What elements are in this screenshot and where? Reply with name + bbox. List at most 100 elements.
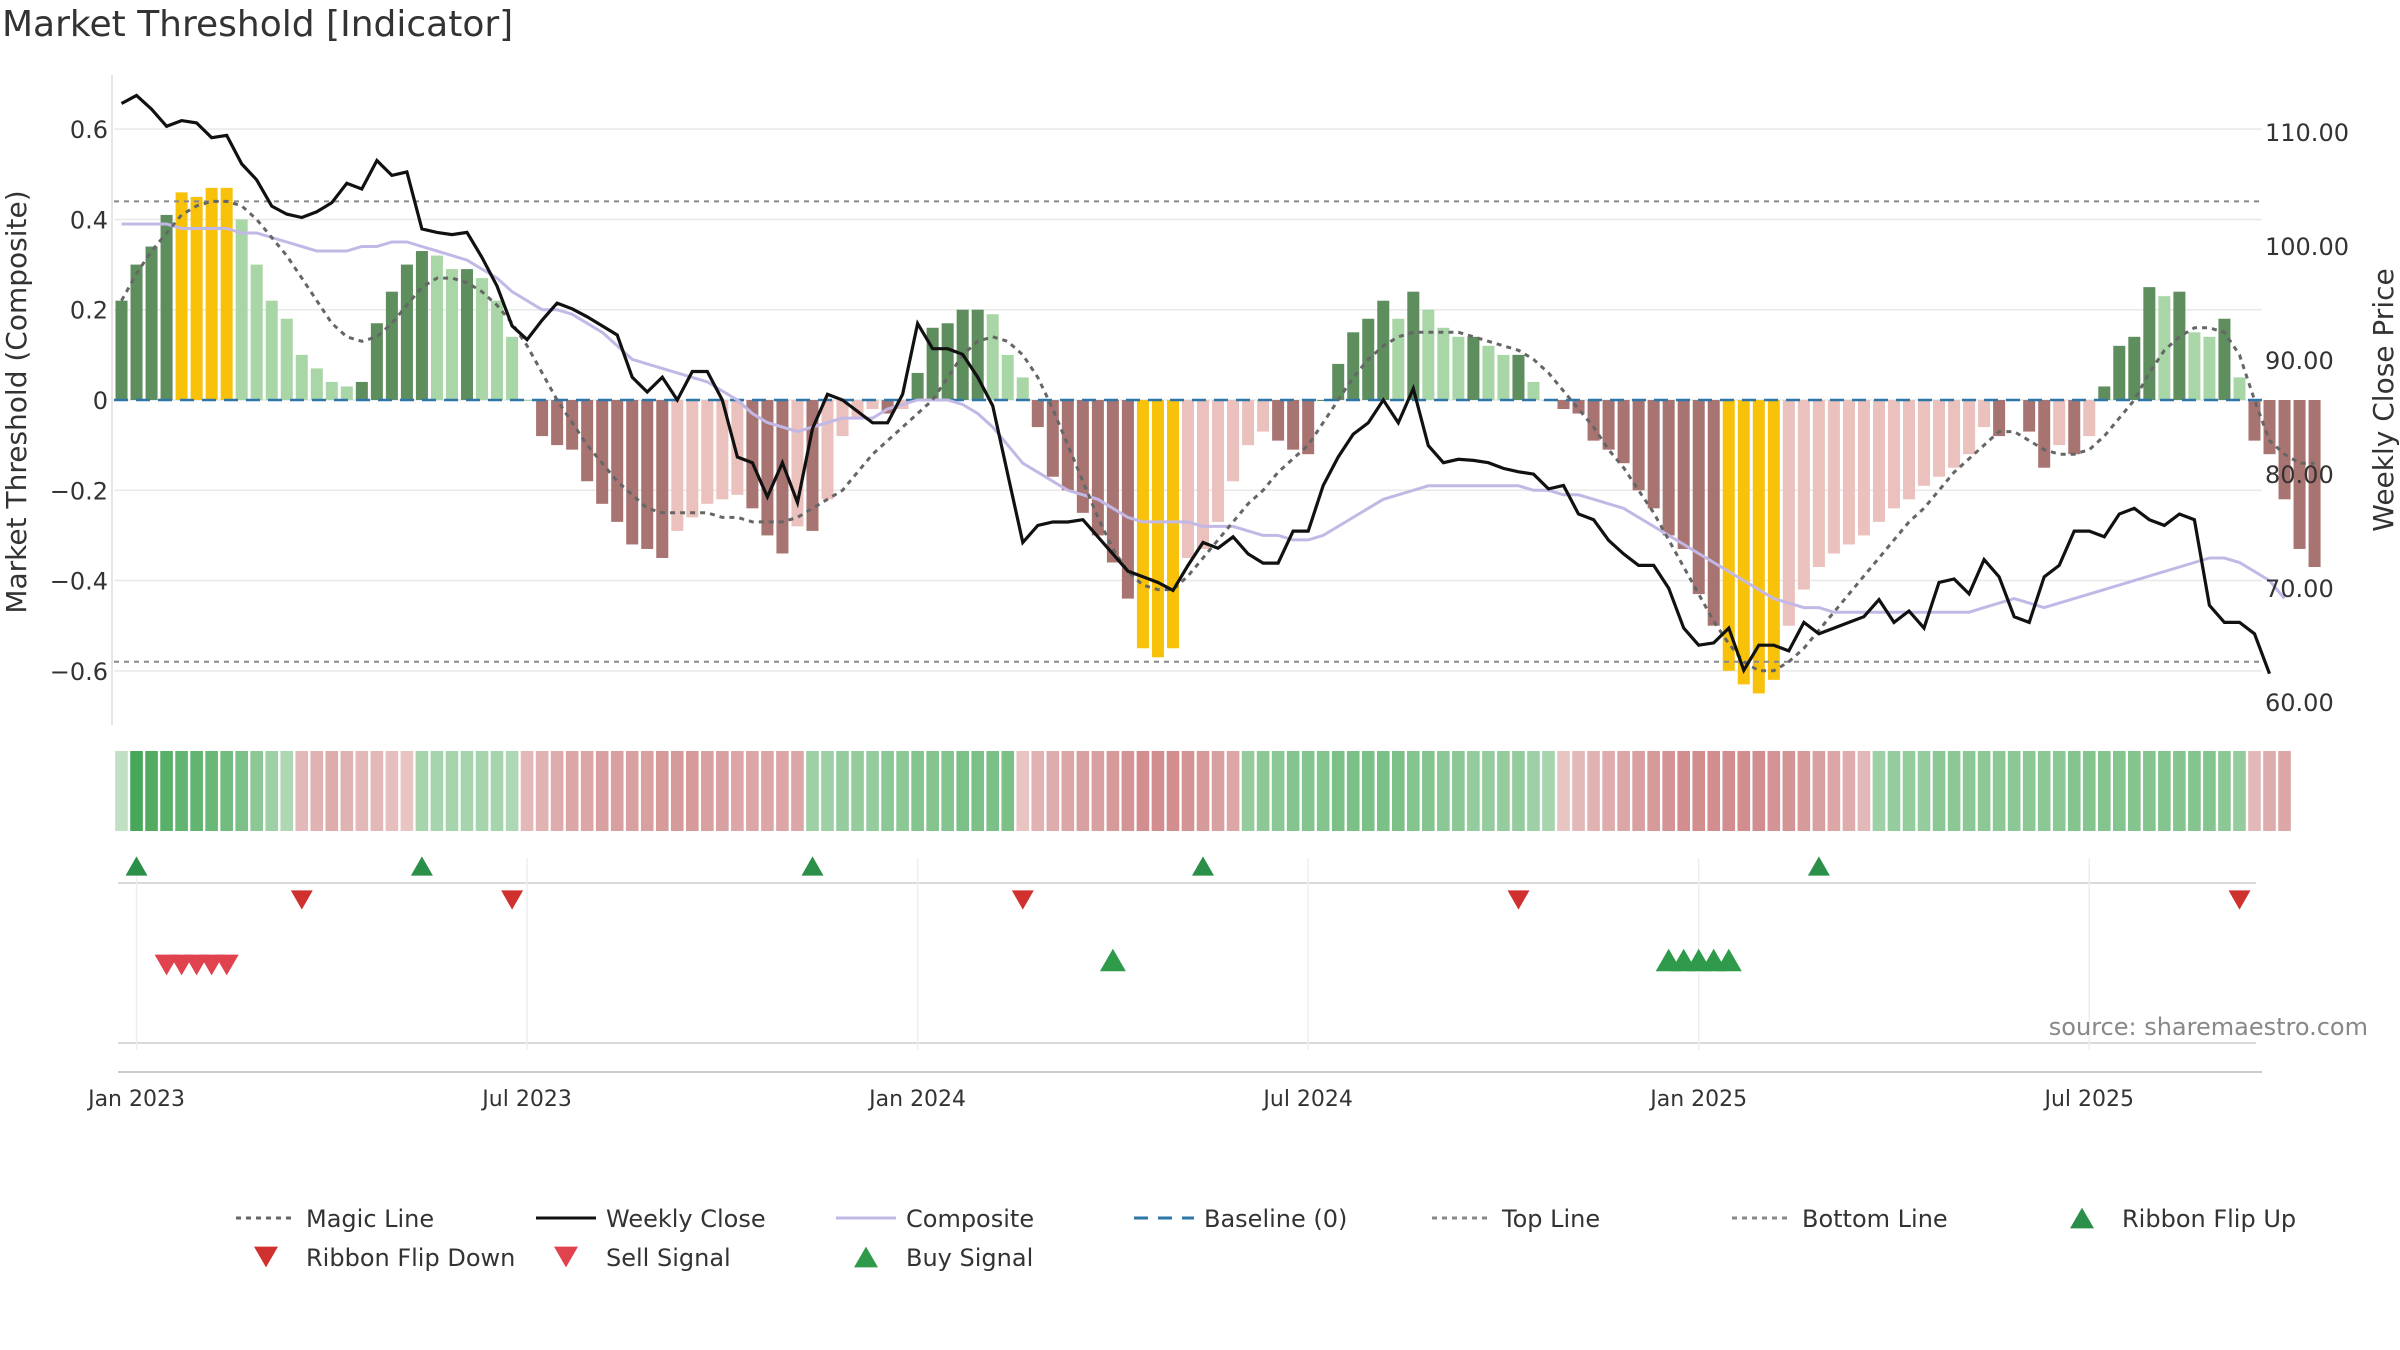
composite-bar [145,246,158,400]
ribbon-cell [460,751,474,831]
signal-markers [118,856,2262,1073]
composite-bar [205,187,218,400]
composite-bar [115,300,128,400]
composite-bar [1692,400,1705,595]
composite-bar [2308,400,2321,568]
composite-bar [761,400,774,536]
composite-bar [716,400,729,500]
composite-bar [310,368,323,400]
ribbon-cell [836,751,849,831]
ribbon-cell [896,751,909,831]
composite-bar [1257,400,1270,432]
ribbon-cell [1527,751,1540,831]
ribbon-cell [640,751,654,831]
ribbon-cell [250,751,264,831]
composite-bar [1422,309,1435,400]
legend-item: Baseline (0) [1134,1205,1347,1233]
composite-bar [1827,400,1840,554]
ribbon-cell [1692,751,1706,831]
y-left-tick-label: 0.2 [70,297,108,325]
composite-bar [1632,400,1645,491]
x-tick-label: Jan 2025 [1648,1087,1747,1112]
composite-bar [551,400,564,446]
composite-bar [1722,400,1735,671]
composite-bar [430,255,443,400]
ribbon-cell [1812,751,1826,831]
ribbon-cell [1211,751,1225,831]
chart-title: Market Threshold [Indicator] [2,4,514,45]
ribbon-cell [130,751,143,831]
composite-bar [491,300,504,400]
ribbon-cell [1226,751,1240,831]
composite-bar [2038,400,2051,468]
ribbon-cell [746,751,759,831]
composite-bar [265,300,278,400]
axes: 0.6 0.4 0.2 0 −0.2 −0.4 −0.6 110.00 100.00 90.00 8… [50,75,2349,725]
composite-bar [641,400,654,549]
composite-bar [1347,332,1360,400]
y-left-tick-label: 0.4 [70,206,108,234]
composite-bar [2278,400,2291,500]
composite-bar [731,400,744,495]
ribbon-cell [2188,751,2201,831]
composite-bar [926,327,939,400]
composite-bar [821,400,834,500]
composite-bar [175,192,188,400]
ribbon-cell [1286,751,1300,831]
ribbon-cell [1917,751,1931,831]
composite-bar [2098,386,2111,400]
ribbon-cell [956,751,969,831]
composite-bar [160,214,173,400]
ribbon-cell [1497,751,1510,831]
composite-bar [686,400,699,518]
y-left-tick-label: −0.6 [50,658,108,686]
composite-bar [1782,400,1795,626]
ribbon-cell [716,751,729,831]
composite-bar [1151,400,1164,658]
composite-bar [1887,400,1900,509]
ribbon-cell [851,751,864,831]
ribbon-cell [1887,751,1901,831]
ribbon-cell [205,751,218,831]
ribbon-cell [1391,751,1405,831]
composite-bar [746,400,759,509]
ribbon-cell [1076,751,1090,831]
ribbon-cell [1346,751,1360,831]
ribbon-cell [2173,751,2186,831]
composite-bar [325,381,338,400]
y-right-tick-label: 80.00 [2265,461,2334,489]
ribbon-cell [1121,751,1135,831]
composite-bar [1617,400,1630,464]
ribbon-cell [2218,751,2231,831]
ribbon-cell [2158,751,2171,831]
ribbon-cell [1632,751,1645,831]
ribbon-cell [1331,751,1345,831]
ribbon-cell [941,751,954,831]
ribbon-cell [2143,751,2156,831]
ribbon-cell [1316,751,1330,831]
ribbon-cell [385,751,399,831]
composite-bar [2248,400,2261,441]
legend-label: Top Line [1501,1205,1600,1233]
ribbon-cell [1106,751,1120,831]
ribbon-cell [2203,751,2216,831]
composite-bar [2068,400,2081,455]
ribbon-cell [821,751,834,831]
y-left-tick-label: 0 [93,387,108,415]
ribbon-cell [2248,751,2261,831]
composite-bar [1557,400,1570,410]
legend-item: Top Line [1432,1205,1600,1233]
composite-bar [521,400,534,401]
composite-bar [1842,400,1855,545]
ribbon-cell [1767,751,1781,831]
buy-signal-marker [1099,948,1126,972]
composite-bar [1272,400,1285,441]
composite-bar [1933,400,1946,477]
ribbon-cell [1031,751,1045,831]
ribbon-cell [1407,751,1420,831]
composite-bar [1212,400,1225,522]
legend-label: Weekly Close [606,1205,766,1233]
ribbon-cell [2052,751,2066,831]
ribbon-cell [535,751,549,831]
